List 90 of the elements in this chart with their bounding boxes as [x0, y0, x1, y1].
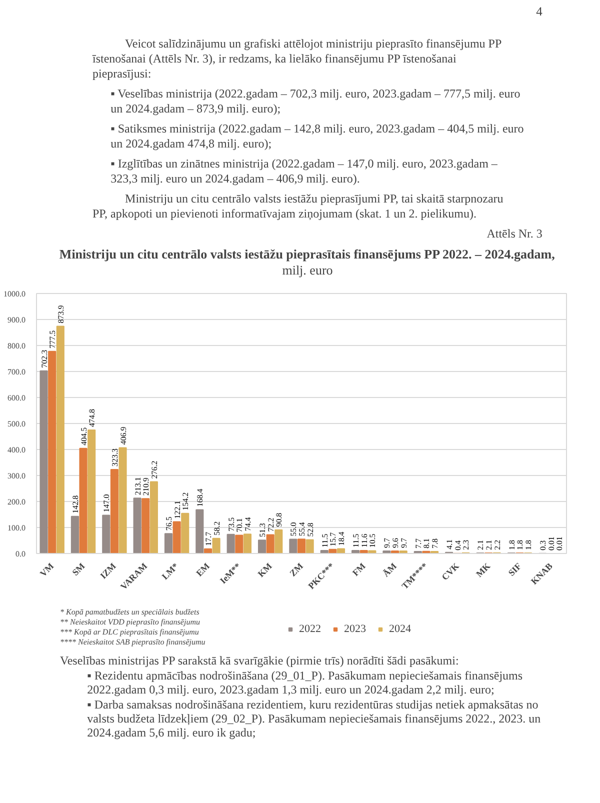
- data-label: 702.3: [40, 350, 49, 368]
- data-label: 51.3: [258, 523, 268, 538]
- x-tick-label: EM: [194, 560, 212, 578]
- data-label: 474.8: [88, 409, 97, 428]
- y-tick-label: 900.0: [8, 316, 26, 324]
- data-label: 9.6: [391, 538, 400, 548]
- x-tick-label: ZM: [288, 560, 306, 578]
- y-tick-label: 200.0: [8, 498, 26, 506]
- data-label: 873.9: [56, 305, 66, 324]
- data-label: 11.5: [320, 534, 330, 548]
- x-tick-label: VM: [38, 560, 56, 579]
- data-label: 7.8: [430, 538, 440, 548]
- data-label: 0.01: [546, 536, 556, 550]
- x-tick-label: ĀM: [380, 560, 399, 579]
- y-tick-label: 300.0: [8, 472, 26, 480]
- data-label: 9.7: [399, 538, 408, 548]
- data-label: 213.1: [133, 477, 142, 496]
- text: *** Kopā ar DLC pieprasītais finansējumu: [60, 628, 199, 636]
- text: 4: [536, 4, 544, 18]
- data-label: 323.3: [110, 448, 120, 466]
- y-tick-label: 600.0: [8, 394, 26, 402]
- data-label: 10.5: [368, 534, 378, 548]
- text: Attēls Nr. 3: [486, 226, 542, 240]
- chart-title: Ministriju un citu centrālo valsts iestāžu pieprasītais finansējums PP 2022. – 2024.gadam,: [59, 246, 555, 262]
- data-label: 58.2: [212, 521, 222, 536]
- data-label: 2.3: [462, 540, 471, 550]
- data-label: 70.1: [235, 518, 244, 532]
- data-label: 0.01: [555, 536, 564, 550]
- data-label: 404.5: [79, 427, 88, 446]
- y-tick-label: 1000.0: [4, 290, 26, 298]
- y-tick-label: 700.0: [8, 368, 26, 376]
- data-label: 8.1: [422, 538, 432, 548]
- data-label: 142.8: [70, 495, 80, 514]
- data-label: 154.2: [181, 492, 190, 510]
- data-label: 73.5: [226, 517, 236, 532]
- data-label: 1.8: [524, 540, 534, 550]
- text: ▪ Veselības ministrija (2022.gadam – 702,3 milj. euro, 2023.gadam – 777,5 milj. euro un 2024.gadam – 873,9 milj. euro);: [110, 86, 520, 116]
- text: ▪ Darba samaksas nodrošināšana rezidentiem, kuru rezidentūras studijas netiek apmaksātas no valsts budžeta līdzekļiem (29_02_P). Pasākumam nepieciešamais finansējums 2022., 2023. un 2024.gadam 5,6 milj. euro ik gadu;: [87, 698, 541, 740]
- data-label: 11.5: [352, 534, 361, 548]
- data-label: 9.7: [382, 538, 392, 548]
- y-tick-label: 400.0: [8, 446, 26, 454]
- data-label: 2.1: [476, 540, 486, 550]
- data-label: 147.0: [102, 494, 112, 512]
- text: Veselības ministrijas PP sarakstā kā svarīgākie (pirmie trīs) norādīti šādi pasākumi:: [60, 654, 459, 668]
- x-tick-label: FM: [350, 560, 368, 578]
- data-label: 0.3: [538, 540, 548, 550]
- data-label: 4.1: [445, 539, 454, 550]
- data-label: 1.8: [516, 540, 525, 550]
- data-label: 2.2: [492, 540, 502, 550]
- data-label: 15.7: [328, 532, 338, 546]
- data-label: 210.9: [142, 478, 151, 496]
- text: ▪ Izglītības un zinātnes ministrija (2022.gadam – 147,0 milj. euro, 2023.gadam – 323,3 milj. euro un 2024.gadam – 406,9 milj. euro).: [110, 156, 498, 186]
- data-label: 777.5: [48, 330, 58, 348]
- x-tick-label: SIF: [506, 560, 524, 578]
- data-label: 7.7: [414, 538, 423, 548]
- data-label: 2.1: [484, 540, 494, 550]
- data-label: 0.4: [453, 540, 462, 550]
- text: **** Neieskaitot SAB pieprasīto finansējumu: [60, 638, 206, 646]
- data-label: 55.0: [289, 522, 298, 536]
- text: ** Neieskaitot VDD pieprasīto finansējumu: [60, 618, 200, 626]
- y-tick-label: 0.0: [16, 550, 26, 558]
- data-label: 11.6: [360, 534, 369, 548]
- data-label: 55.4: [298, 522, 306, 536]
- data-label: 18.4: [336, 532, 346, 546]
- y-tick-label: 100.0: [8, 524, 26, 532]
- text: Ministriju un citu centrālo valsts iestāžu pieprasījumi PP, tai skaitā starpnozaru PP, apkopoti un pievienoti informatīvajam ziņojumam (skat. 1 un 2. pielikumu).: [92, 192, 504, 220]
- legend-label: 2022: [299, 623, 321, 635]
- legend-label: 2024: [389, 623, 411, 635]
- x-tick-label: KM: [256, 560, 274, 579]
- data-label: 90.8: [274, 512, 284, 527]
- text: * Kopā pamatbudžets un speciālais budžets: [60, 608, 200, 616]
- data-label: 72.2: [266, 518, 276, 532]
- data-label: 74.4: [243, 517, 252, 532]
- y-tick-label: 500.0: [8, 420, 26, 428]
- text: ▪ Rezidentu apmācības nodrošināšana (29_01_P). Pasākumam nepieciešamais finansējums 2022.gadam 0,3 milj. euro, 2023.gadam 1,3 milj. euro un 2024.gadam 2,2 milj. euro;: [87, 668, 523, 696]
- data-label: 52.8: [306, 522, 315, 537]
- data-label: 276.2: [150, 460, 159, 479]
- data-label: 122.1: [172, 500, 182, 519]
- x-tick-label: SM: [70, 560, 88, 578]
- data-label: 1.8: [507, 540, 516, 550]
- x-tick-label: MK: [474, 560, 492, 579]
- data-label: 168.4: [196, 488, 205, 507]
- data-label: 406.9: [118, 426, 128, 445]
- data-label: 76.5: [164, 516, 174, 531]
- text: Veicot salīdzinājumu un grafiski attēlojot ministriju pieprasīto finansējumu PP īstenošanai (Attēls Nr. 3), ir redzams, ka lielāko finansējumu PP īstenošanai pieprasījusi:: [92, 36, 502, 80]
- text: ▪ Satiksmes ministrija (2022.gadam – 142,8 milj. euro, 2023.gadam – 404,5 milj. euro un 2024.gadam 474,8 milj. euro);: [110, 122, 524, 150]
- chart-subtitle: milj. euro: [282, 262, 333, 278]
- data-label: 17.7: [204, 532, 213, 546]
- y-tick-label: 800.0: [8, 342, 26, 350]
- legend-label: 2023: [344, 623, 366, 635]
